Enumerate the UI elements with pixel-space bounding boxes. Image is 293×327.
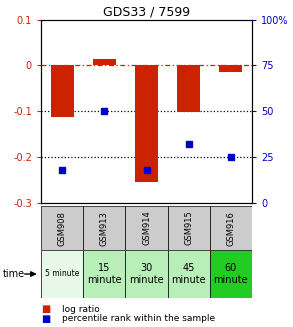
Text: 5 minute: 5 minute — [45, 269, 79, 278]
FancyBboxPatch shape — [210, 250, 252, 298]
Text: GSM915: GSM915 — [184, 211, 193, 246]
Bar — [135, 65, 158, 182]
FancyBboxPatch shape — [125, 206, 168, 250]
Bar — [50, 65, 74, 117]
Text: 60
minute: 60 minute — [214, 263, 248, 285]
Text: GSM913: GSM913 — [100, 211, 109, 246]
Text: ■: ■ — [41, 304, 50, 314]
FancyBboxPatch shape — [210, 206, 252, 250]
FancyBboxPatch shape — [168, 250, 210, 298]
FancyBboxPatch shape — [125, 250, 168, 298]
Text: percentile rank within the sample: percentile rank within the sample — [62, 314, 215, 323]
Text: log ratio: log ratio — [62, 304, 99, 314]
Bar — [177, 65, 200, 112]
Text: 45
minute: 45 minute — [171, 263, 206, 285]
Bar — [93, 59, 116, 65]
Text: ■: ■ — [41, 314, 50, 324]
FancyBboxPatch shape — [168, 206, 210, 250]
Text: time: time — [3, 269, 25, 279]
Bar — [219, 65, 243, 72]
FancyBboxPatch shape — [41, 250, 83, 298]
FancyBboxPatch shape — [83, 206, 125, 250]
Text: GSM916: GSM916 — [226, 211, 235, 246]
Text: 15
minute: 15 minute — [87, 263, 122, 285]
Text: 30
minute: 30 minute — [129, 263, 164, 285]
Text: GSM908: GSM908 — [58, 211, 67, 246]
Text: GSM914: GSM914 — [142, 211, 151, 246]
Title: GDS33 / 7599: GDS33 / 7599 — [103, 6, 190, 18]
FancyBboxPatch shape — [83, 250, 125, 298]
FancyBboxPatch shape — [41, 206, 83, 250]
